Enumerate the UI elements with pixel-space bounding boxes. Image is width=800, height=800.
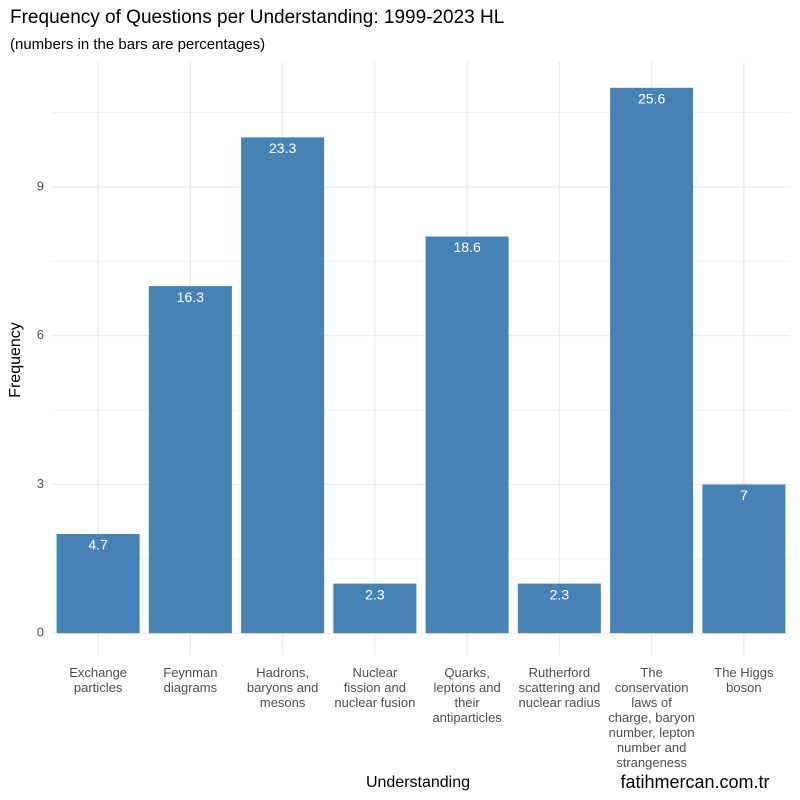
bar xyxy=(517,583,601,634)
x-axis-label: Understanding xyxy=(366,774,470,791)
x-tick-label: Nuclear fission and nuclear fusion xyxy=(334,665,415,710)
bar-label: 25.6 xyxy=(638,90,665,106)
x-tick-label: Hadrons, baryons and mesons xyxy=(247,665,319,710)
chart-title: Frequency of Questions per Understanding… xyxy=(10,7,504,28)
y-tick-label: 3 xyxy=(37,476,44,491)
bar xyxy=(702,484,786,634)
bar xyxy=(333,583,417,634)
y-tick-label: 9 xyxy=(37,178,44,193)
bar-label: 4.7 xyxy=(88,537,108,553)
bar-label: 16.3 xyxy=(177,289,204,305)
x-tick-label: Quarks, leptons and their antiparticles xyxy=(432,665,502,725)
bar xyxy=(610,87,694,634)
x-tick-label: Exchange particles xyxy=(69,665,127,695)
bar-label: 2.3 xyxy=(550,586,570,602)
y-tick-label: 6 xyxy=(37,327,44,342)
bar-label: 7 xyxy=(740,487,748,503)
bar xyxy=(425,236,509,634)
bar xyxy=(241,137,325,634)
bar-label: 2.3 xyxy=(365,586,385,602)
x-tick-label: The conservation laws of charge, baryon numb… xyxy=(608,665,695,770)
x-tick-label: Feynman diagrams xyxy=(163,665,217,695)
bar-label: 18.6 xyxy=(454,239,481,255)
y-axis-label: Frequency xyxy=(7,322,24,398)
y-tick-label: 0 xyxy=(37,625,44,640)
bar-label: 23.3 xyxy=(269,140,296,156)
x-tick-label: Rutherford scattering and nuclear radius xyxy=(519,665,601,710)
x-tick-label: The Higgs boson xyxy=(714,665,774,695)
watermark: fatihmercan.com.tr xyxy=(620,772,769,792)
bar xyxy=(148,286,232,634)
bar xyxy=(56,534,140,634)
chart-subtitle: (numbers in the bars are percentages) xyxy=(10,36,265,53)
